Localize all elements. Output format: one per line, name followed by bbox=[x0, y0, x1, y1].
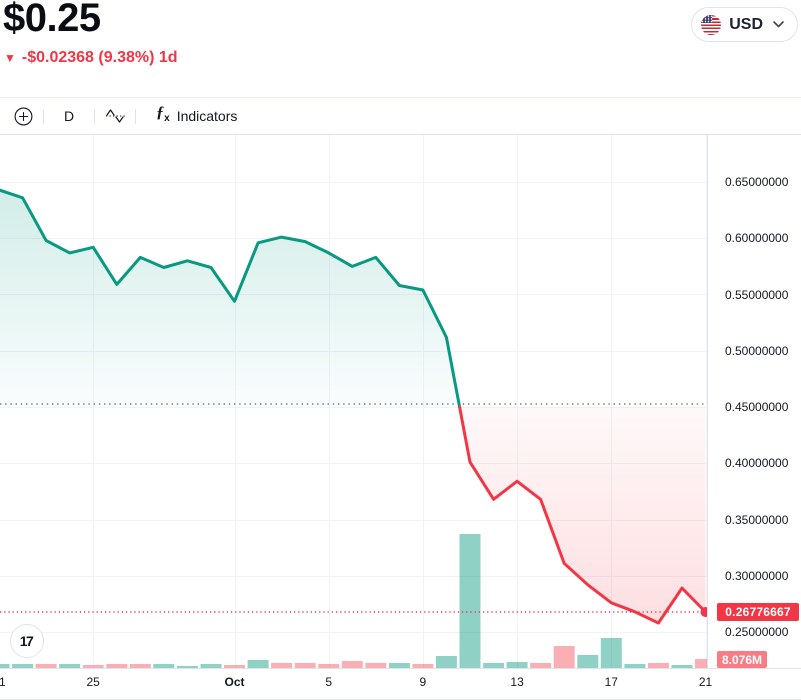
chart-style-button[interactable] bbox=[101, 101, 129, 131]
volume-bar bbox=[671, 665, 693, 668]
tradingview-logo[interactable]: 17 bbox=[10, 624, 44, 658]
volume-bar bbox=[553, 646, 575, 668]
timeframe-button[interactable]: D bbox=[50, 101, 88, 131]
time-tick-label: 5 bbox=[325, 675, 333, 689]
volume-bar bbox=[412, 664, 434, 668]
indicators-label: Indicators bbox=[176, 108, 238, 124]
volume-bar bbox=[435, 656, 457, 668]
price-tick-label: 0.30000000 bbox=[725, 568, 789, 583]
volume-bar bbox=[224, 665, 245, 668]
currency-label: USD bbox=[729, 15, 763, 33]
price-change-text: -$0.02368 (9.38%) 1d bbox=[21, 49, 178, 66]
time-tick-label: 9 bbox=[419, 675, 427, 689]
time-tick-label: 25 bbox=[86, 675, 100, 689]
volume-bar bbox=[106, 664, 128, 668]
chart-area: 0.26776667 8.076M 0.65000000 0.60000000 0.… bbox=[0, 135, 801, 700]
volume-bar bbox=[483, 663, 505, 668]
price-change: ▼ -$0.02368 (9.38%) 1d bbox=[4, 49, 178, 67]
volume-bar bbox=[176, 666, 198, 668]
volume-bar bbox=[600, 638, 622, 668]
volume-bar bbox=[530, 663, 552, 668]
price-tick-label: 0.45000000 bbox=[725, 400, 789, 414]
baseline-style-icon bbox=[105, 109, 125, 123]
currency-selector-button[interactable]: USD bbox=[691, 7, 798, 42]
volume-bar bbox=[577, 655, 599, 668]
last-price-badge: 0.26776667 bbox=[717, 603, 799, 621]
volume-bar bbox=[35, 664, 57, 668]
volume-bar bbox=[200, 664, 222, 668]
indicators-button[interactable]: ƒx Indicators bbox=[142, 101, 251, 131]
volume-bar bbox=[12, 664, 34, 668]
price-chart-pane[interactable] bbox=[0, 135, 707, 668]
volume-bar bbox=[341, 661, 363, 668]
volume-bar bbox=[695, 659, 707, 668]
us-flag-icon bbox=[701, 14, 722, 35]
volume-bar bbox=[365, 663, 387, 668]
volume-bar bbox=[59, 664, 81, 668]
toolbar-separator bbox=[94, 108, 96, 124]
price-line-up bbox=[0, 188, 462, 409]
volume-bar bbox=[294, 663, 316, 668]
volume-bar bbox=[318, 664, 340, 668]
price-tick-label: 0.60000000 bbox=[725, 231, 789, 246]
chart-toolbar: D ƒx Indicators bbox=[0, 97, 801, 135]
volume-bar bbox=[247, 660, 269, 668]
price-tick-label: 0.50000000 bbox=[725, 343, 789, 358]
chevron-down-icon bbox=[773, 21, 784, 28]
time-tick-label: 13 bbox=[510, 675, 524, 689]
time-tick-label: 21 bbox=[698, 675, 713, 689]
price-axis[interactable]: 0.26776667 8.076M 0.65000000 0.60000000 0.… bbox=[707, 135, 801, 700]
volume-bar bbox=[506, 662, 528, 668]
volume-bar bbox=[459, 534, 481, 668]
volume-bar bbox=[647, 663, 669, 668]
time-tick-label: 17 bbox=[604, 675, 618, 689]
price-tick-label: 0.65000000 bbox=[725, 175, 789, 189]
time-axis[interactable]: 21 25 Oct 5 9 13 17 21 bbox=[0, 668, 801, 700]
flag-canton bbox=[701, 14, 713, 23]
price-tick-label: 0.40000000 bbox=[725, 456, 789, 471]
volume-bar bbox=[388, 663, 410, 668]
time-tick-label: Oct bbox=[224, 675, 245, 689]
current-price: $0.25 bbox=[3, 0, 101, 40]
price-area-up bbox=[0, 190, 460, 407]
price-tick-label: 0.35000000 bbox=[725, 512, 789, 527]
timeframe-label: D bbox=[64, 108, 75, 124]
volume-badge: 8.076M bbox=[717, 651, 767, 668]
volume-bar bbox=[624, 664, 646, 668]
fx-icon: ƒx bbox=[156, 103, 170, 125]
toolbar-separator bbox=[135, 108, 137, 124]
price-tick-label: 0.25000000 bbox=[725, 625, 789, 639]
volume-bar bbox=[82, 665, 104, 668]
time-tick-label: 21 bbox=[0, 675, 6, 689]
volume-bar bbox=[271, 663, 293, 668]
toolbar-separator bbox=[43, 108, 44, 124]
volume-bar bbox=[153, 664, 175, 668]
price-area-down bbox=[459, 407, 706, 623]
volume-bar bbox=[0, 664, 10, 668]
triangle-down-icon: ▼ bbox=[4, 51, 16, 65]
last-price-dot bbox=[700, 607, 707, 617]
price-tick-label: 0.55000000 bbox=[725, 287, 789, 302]
volume-bar bbox=[129, 664, 151, 668]
add-compare-button[interactable] bbox=[9, 101, 37, 131]
price-line-down bbox=[458, 405, 707, 625]
circle-plus-icon bbox=[14, 107, 32, 125]
